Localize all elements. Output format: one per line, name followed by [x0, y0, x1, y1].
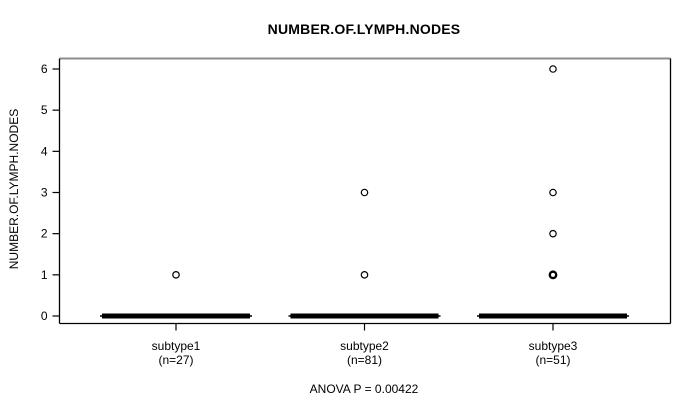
outlier-point — [549, 65, 557, 73]
y-tick-label: 4 — [41, 144, 48, 158]
y-axis-label: NUMBER.OF.LYMPH.NODES — [7, 108, 21, 270]
outlier-point — [360, 188, 369, 197]
outlier-point — [549, 188, 557, 197]
outlier-point — [549, 229, 557, 238]
y-tick-label: 2 — [41, 227, 48, 241]
y-tick-label: 1 — [41, 268, 48, 282]
anova-caption: ANOVA P = 0.00422 — [309, 382, 419, 396]
outlier-point — [172, 271, 180, 279]
x-group-sublabel: (n=81) — [347, 353, 382, 367]
x-group-label: subtype3 — [529, 339, 578, 353]
y-tick-label: 0 — [41, 309, 48, 323]
outlier-point — [548, 270, 558, 280]
x-group-sublabel: (n=27) — [158, 353, 193, 367]
y-tick-label: 5 — [41, 103, 48, 117]
x-group-label: subtype2 — [340, 339, 389, 353]
y-tick-label: 3 — [41, 186, 48, 200]
chart-title: NUMBER.OF.LYMPH.NODES — [267, 21, 461, 37]
y-tick-label: 6 — [41, 62, 48, 76]
outlier-point — [360, 271, 369, 279]
x-group-sublabel: (n=51) — [535, 353, 570, 367]
x-group-label: subtype1 — [152, 339, 201, 353]
